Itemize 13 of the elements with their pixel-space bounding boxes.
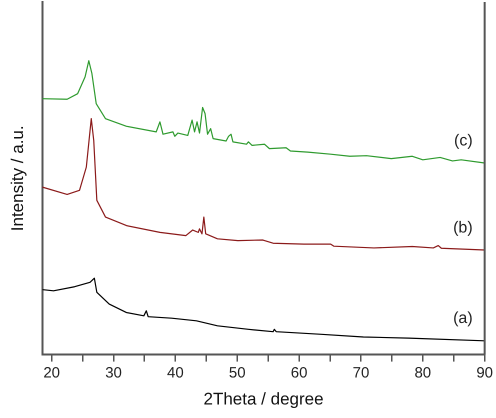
x-tick-label: 40	[167, 364, 184, 382]
series-label: (b)	[453, 219, 473, 236]
x-tick-label: 20	[43, 364, 60, 382]
x-tick-label: 50	[228, 364, 246, 382]
series-label: (c)	[454, 132, 473, 150]
x-tick-label: 90	[476, 364, 493, 382]
x-axis-title: 2Theta / degree	[204, 389, 324, 408]
x-tick-label: 80	[414, 364, 432, 382]
x-tick-label: 70	[352, 364, 370, 382]
y-axis-title: Intensity / a.u.	[8, 125, 27, 232]
series-label: (a)	[453, 310, 473, 328]
x-tick-label: 30	[105, 364, 122, 382]
x-tick-label: 60	[290, 364, 308, 382]
